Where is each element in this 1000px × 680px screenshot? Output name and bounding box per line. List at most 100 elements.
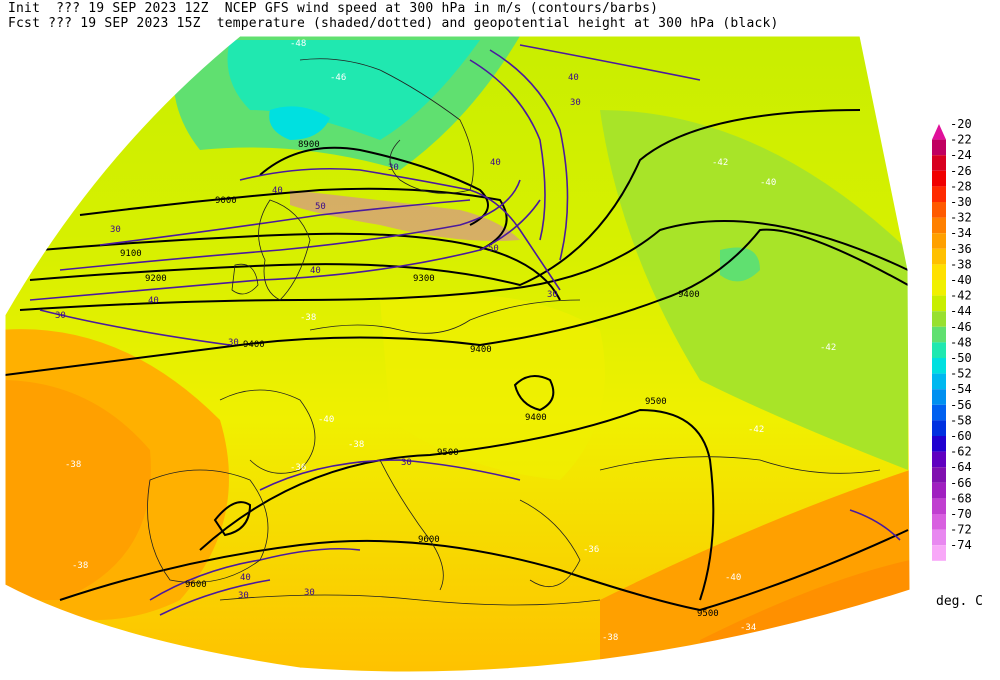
legend-label: -70 [950,507,972,521]
height-contour-8900 [259,146,489,226]
cool-pocket-east [720,247,760,282]
legend-label: -28 [950,179,972,193]
legend-swatch [932,233,946,249]
legend-label: -46 [950,320,972,334]
height-contour-label: 8900 [298,140,320,150]
height-contour-label: 9500 [437,448,459,458]
temperature-contour-label: -40 [760,178,776,188]
height-contour-9400-low [513,375,555,412]
temperature-contour-label: -42 [820,343,836,353]
wind-contour-label: 30 [238,591,249,601]
height-labels: 8900 9000 9100 9200 9300 9400 9400 9400 9400 9500… [120,140,719,619]
legend-swatch [932,295,946,312]
coastline-britain [258,199,311,301]
legend-swatch [932,326,946,343]
wind-contour-40-norway [469,59,546,241]
legend-units: deg. C [936,594,983,609]
height-contour-9200 [29,109,861,287]
height-contour-label: 9300 [413,274,435,284]
height-contour-9500 [199,408,715,601]
temperature-contour-label: -38 [65,460,81,470]
legend-swatch [932,311,946,327]
wind-contour-label: 40 [272,186,283,196]
legend-swatch [932,342,946,358]
legend-label: -20 [950,117,972,131]
height-contours [5,109,909,612]
temperature-contour-label: -40 [725,573,741,583]
legend-label: -34 [950,226,972,240]
wind-contour-label: 40 [568,73,579,83]
wind-contour-label: 40 [240,573,251,583]
legend-swatch [932,264,946,280]
legend-swatch [932,202,946,218]
legend-label: -62 [950,445,972,459]
legend-label: -44 [950,304,972,318]
height-contour-label: 9600 [185,580,207,590]
height-contour-label: 9400 [470,345,492,355]
legend-label: -32 [950,211,972,225]
wind-contour-40 [59,179,521,271]
legend-label: -64 [950,460,972,474]
legend-label: -30 [950,195,972,209]
legend-swatch [932,358,946,374]
height-contour-label: 9500 [645,397,667,407]
legend-swatch [932,248,946,265]
weather-map: 8900 9000 9100 9200 9300 9400 9400 9400 9400 9500… [4,35,911,673]
cool-region-east [600,110,908,470]
wind-contour-30-norway [489,49,569,261]
legend-label: -50 [950,351,972,365]
wind-contour-50 [99,199,471,246]
map-domain-outline [4,35,911,673]
height-contour-9400 [5,228,909,376]
legend-label: -74 [950,538,972,552]
wind-contour-label: 30 [401,458,412,468]
wind-contour-30-north [29,199,541,301]
temperature-contour-label: -36 [583,545,599,555]
height-contour-label: 9000 [215,196,237,206]
coastline-italy [379,459,444,591]
title-line-forecast: Fcst ??? 19 SEP 2023 15Z temperature (sh… [8,16,779,31]
temperature-contour-label: -38 [602,633,618,643]
temperature-contour-label: -38 [300,313,316,323]
legend-label: -38 [950,257,972,271]
legend-label: -56 [950,398,972,412]
coastline-france [219,389,316,474]
wind-contour-label: 30 [304,588,315,598]
wind-contour-30-jet [239,167,561,291]
height-contour-label: 9200 [145,274,167,284]
legend-swatch [932,451,946,468]
temperature-labels: -48 -46 -42 -40 -38 -42 -42 -40 -38 -38 -36 -38 -40 -… [65,39,836,643]
legend-swatch [932,280,946,296]
temperature-contour-label: -38 [348,440,364,450]
wind-contour-label: 40 [148,296,159,306]
legend-swatch [932,170,946,187]
colder-region-north [227,40,480,140]
legend-label: -26 [950,164,972,178]
coastline-greece [519,499,581,588]
wind-contour-label: 30 [570,98,581,108]
coastline-scandinavia [299,58,474,194]
legend-label: -36 [950,242,972,256]
jet-streak-shading [290,190,520,241]
wind-contour-label: 30 [228,338,239,348]
height-contour-9300 [19,220,909,311]
height-contour-label: 9600 [418,535,440,545]
legend-swatch [932,389,946,405]
legend-swatch [932,404,946,421]
wind-contour-30-atlantic [39,309,231,346]
wind-contour-label: 30 [55,311,66,321]
height-contour-label: 9400 [525,413,547,423]
coldest-core-north [269,106,330,140]
wind-contour-label: 50 [315,202,326,212]
title-line-init: Init ??? 19 SEP 2023 12Z NCEP GFS wind s… [8,1,659,16]
wind-contour-30-east [849,509,901,541]
wind-contour-30-alps [259,459,521,491]
legend-label: -22 [950,133,972,147]
legend-label: -72 [950,523,972,537]
legend-swatch [932,482,946,499]
legend-swatch [932,155,946,171]
wind-contour-label: 30 [388,163,399,173]
temperature-contour-label: -40 [318,415,334,425]
height-contour-label: 9100 [120,249,142,259]
warm-core-southwest [5,380,151,600]
